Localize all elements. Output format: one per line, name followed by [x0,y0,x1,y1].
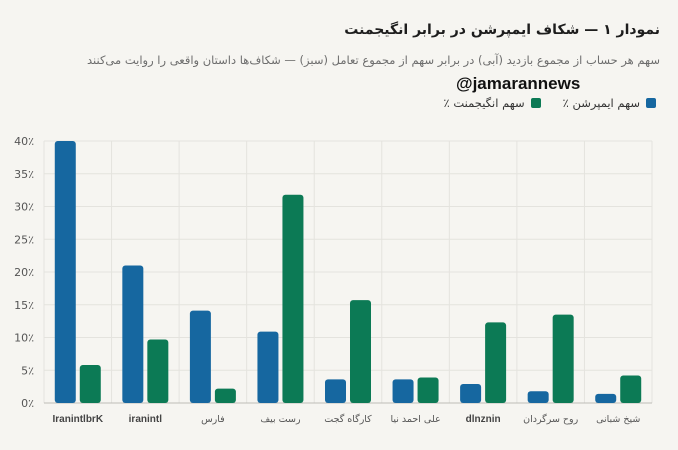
x-tick-label: علی احمد نیا [390,414,440,425]
chart-title: نمودار ۱ — شکاف ایمپرشن در برابر انگیجمن… [344,22,660,38]
bar-engagement [417,377,439,403]
legend: سهم ایمپرشن ٪ سهم انگیجمنت ٪ [444,96,656,110]
bar-impression [257,331,279,403]
bar-engagement [147,339,169,403]
y-tick-label: 40٪ [14,135,34,148]
bar-impression [54,141,76,403]
y-tick-label: 20٪ [14,266,34,279]
y-tick-label: 0٪ [21,397,34,410]
y-tick-label: 25٪ [14,233,34,246]
legend-item-engagement[interactable]: سهم انگیجمنت ٪ [444,96,541,110]
bar-impression [122,265,144,403]
x-tick-label: رست بیف [260,414,301,425]
y-tick-label: 15٪ [14,299,34,312]
x-tick-label: dlnznin [466,414,501,425]
legend-item-impression[interactable]: سهم ایمپرشن ٪ [563,96,656,110]
x-tick-label: iranintl [129,414,163,425]
bar-impression [325,379,346,403]
bar-impression [189,310,211,403]
bar-impression [392,379,414,403]
y-tick-label: 10٪ [14,332,34,345]
bar-engagement [620,375,642,403]
bar-impression [527,391,549,403]
bar-impression [460,384,482,403]
bar-engagement [552,314,574,403]
y-tick-label: 5٪ [21,364,34,377]
x-tick-label: IranintlbrK [52,414,103,425]
y-tick-label: 35٪ [14,168,34,181]
bar-engagement [350,300,371,403]
x-tick-label: کارگاه گجت [324,413,372,425]
legend-label-engagement: سهم انگیجمنت ٪ [443,96,525,110]
bar-engagement [485,322,507,403]
legend-swatch-engagement [530,98,541,108]
watermark: @jamarannews [456,74,581,93]
bar-engagement [282,194,304,403]
x-tick-label: روح سرگردان [523,413,579,425]
bar-engagement [214,388,236,403]
bar-impression [595,393,617,403]
chart-subtitle: سهم هر حساب از مجموع بازدید (آبی) در برا… [86,53,660,67]
x-tick-label: شیخ شبانی [596,414,640,425]
legend-label-impression: سهم ایمپرشن ٪ [562,96,640,110]
y-tick-label: 30٪ [14,201,34,214]
legend-swatch-impression [646,98,656,108]
bar-engagement [79,365,101,403]
x-tick-label: فارس [201,414,225,425]
